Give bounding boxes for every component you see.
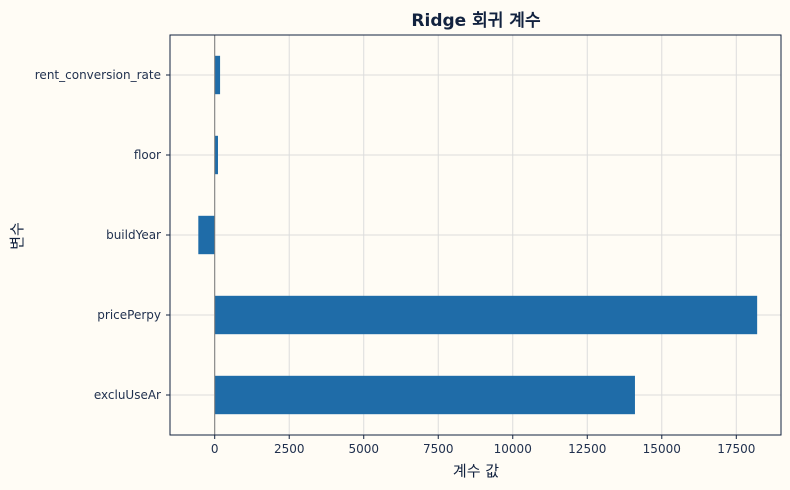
category-label: buildYear — [106, 228, 161, 242]
bars — [198, 35, 758, 435]
x-tick-label: 12500 — [568, 442, 606, 456]
bar-rent_conversion_rate — [214, 55, 221, 95]
x-tick-label: 2500 — [274, 442, 305, 456]
category-label: pricePerpy — [97, 308, 161, 322]
x-tick-label: 0 — [211, 442, 219, 456]
category-label: floor — [134, 148, 161, 162]
x-tick-label: 10000 — [494, 442, 532, 456]
plot-frame — [169, 34, 782, 436]
x-tick-label: 7500 — [423, 442, 454, 456]
chart-title: Ridge 회귀 계수 — [411, 11, 541, 31]
bar-pricePerpy — [214, 295, 758, 335]
x-axis-ticks: 0 2500 5000 7500 10000 12500 15000 17500 — [211, 435, 755, 456]
y-axis-ticks: excluUseAr pricePerpy buildYear floor rent_c… — [35, 68, 170, 402]
x-axis-label: 계수 값 — [453, 462, 499, 480]
x-tick-label: 15000 — [643, 442, 681, 456]
category-label: rent_conversion_rate — [35, 68, 161, 82]
category-label: excluUseAr — [94, 388, 161, 402]
x-tick-label: 17500 — [717, 442, 755, 456]
bar-buildYear — [198, 215, 215, 255]
x-tick-label: 5000 — [348, 442, 379, 456]
bar-excluUseAr — [214, 375, 635, 415]
y-axis-label: 변수 — [8, 222, 26, 250]
bar-floor — [214, 135, 218, 175]
